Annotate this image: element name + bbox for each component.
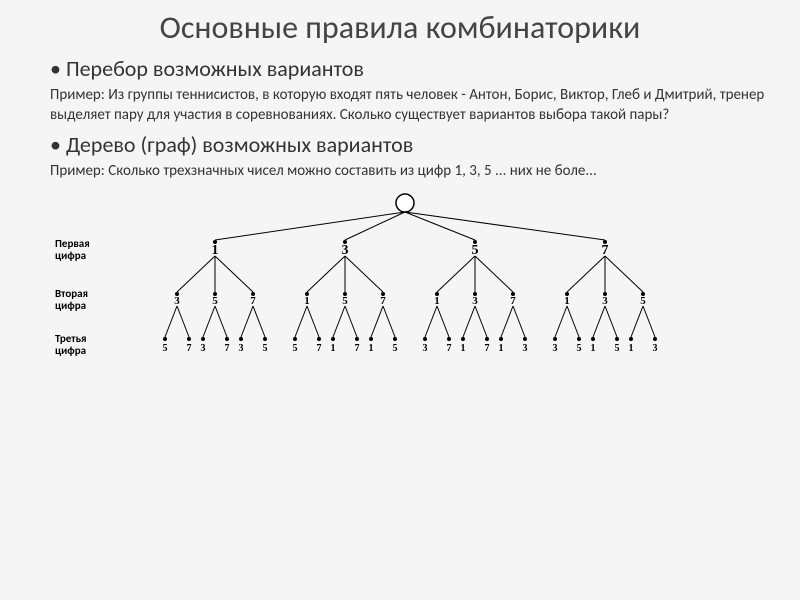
svg-text:1: 1 (369, 343, 374, 354)
section1-heading: Перебор возможных вариантов (50, 55, 770, 82)
svg-text:1: 1 (461, 343, 466, 354)
svg-text:3: 3 (472, 295, 478, 307)
tree-diagram: Первая цифра Вторая цифра Третья цифра 1… (60, 188, 770, 368)
row-label-1: Первая цифра (55, 238, 115, 262)
svg-text:5: 5 (640, 295, 646, 307)
svg-text:1: 1 (629, 343, 634, 354)
svg-text:5: 5 (577, 343, 582, 354)
svg-text:5: 5 (393, 343, 398, 354)
svg-text:7: 7 (187, 343, 192, 354)
svg-text:1: 1 (564, 295, 570, 307)
svg-text:3: 3 (201, 343, 206, 354)
svg-text:3: 3 (602, 295, 608, 307)
svg-text:3: 3 (553, 343, 558, 354)
svg-text:7: 7 (510, 295, 516, 307)
svg-text:7: 7 (380, 295, 386, 307)
svg-text:3: 3 (174, 295, 180, 307)
svg-text:5: 5 (212, 295, 218, 307)
row-label-3: Третья цифра (55, 333, 115, 357)
svg-text:3: 3 (423, 343, 428, 354)
svg-text:7: 7 (225, 343, 230, 354)
svg-text:5: 5 (163, 343, 168, 354)
svg-text:5: 5 (293, 343, 298, 354)
page-title: Основные правила комбинаторики (30, 10, 770, 45)
section2-heading: Дерево (граф) возможных вариантов (50, 131, 770, 158)
svg-text:1: 1 (304, 295, 310, 307)
svg-text:1: 1 (591, 343, 596, 354)
svg-text:7: 7 (447, 343, 452, 354)
svg-text:5: 5 (615, 343, 620, 354)
svg-text:7: 7 (355, 343, 360, 354)
svg-text:5: 5 (263, 343, 268, 354)
svg-text:1: 1 (331, 343, 336, 354)
svg-text:7: 7 (317, 343, 322, 354)
svg-text:7: 7 (602, 243, 609, 258)
row-label-2: Вторая цифра (55, 288, 115, 312)
tree-svg: 1357537735315751771551373177137135315513 (125, 188, 685, 368)
svg-text:5: 5 (472, 243, 479, 258)
svg-text:1: 1 (212, 243, 219, 258)
svg-text:1: 1 (434, 295, 440, 307)
svg-text:3: 3 (523, 343, 528, 354)
section1-text: Пример: Из группы теннисистов, в которую… (50, 86, 770, 125)
svg-text:1: 1 (499, 343, 504, 354)
section2-text: Пример: Сколько трехзначных чисел можно … (50, 162, 770, 182)
svg-text:5: 5 (342, 295, 348, 307)
svg-text:3: 3 (239, 343, 244, 354)
svg-text:3: 3 (342, 243, 349, 258)
svg-text:7: 7 (485, 343, 490, 354)
svg-text:7: 7 (250, 295, 256, 307)
svg-text:3: 3 (653, 343, 658, 354)
